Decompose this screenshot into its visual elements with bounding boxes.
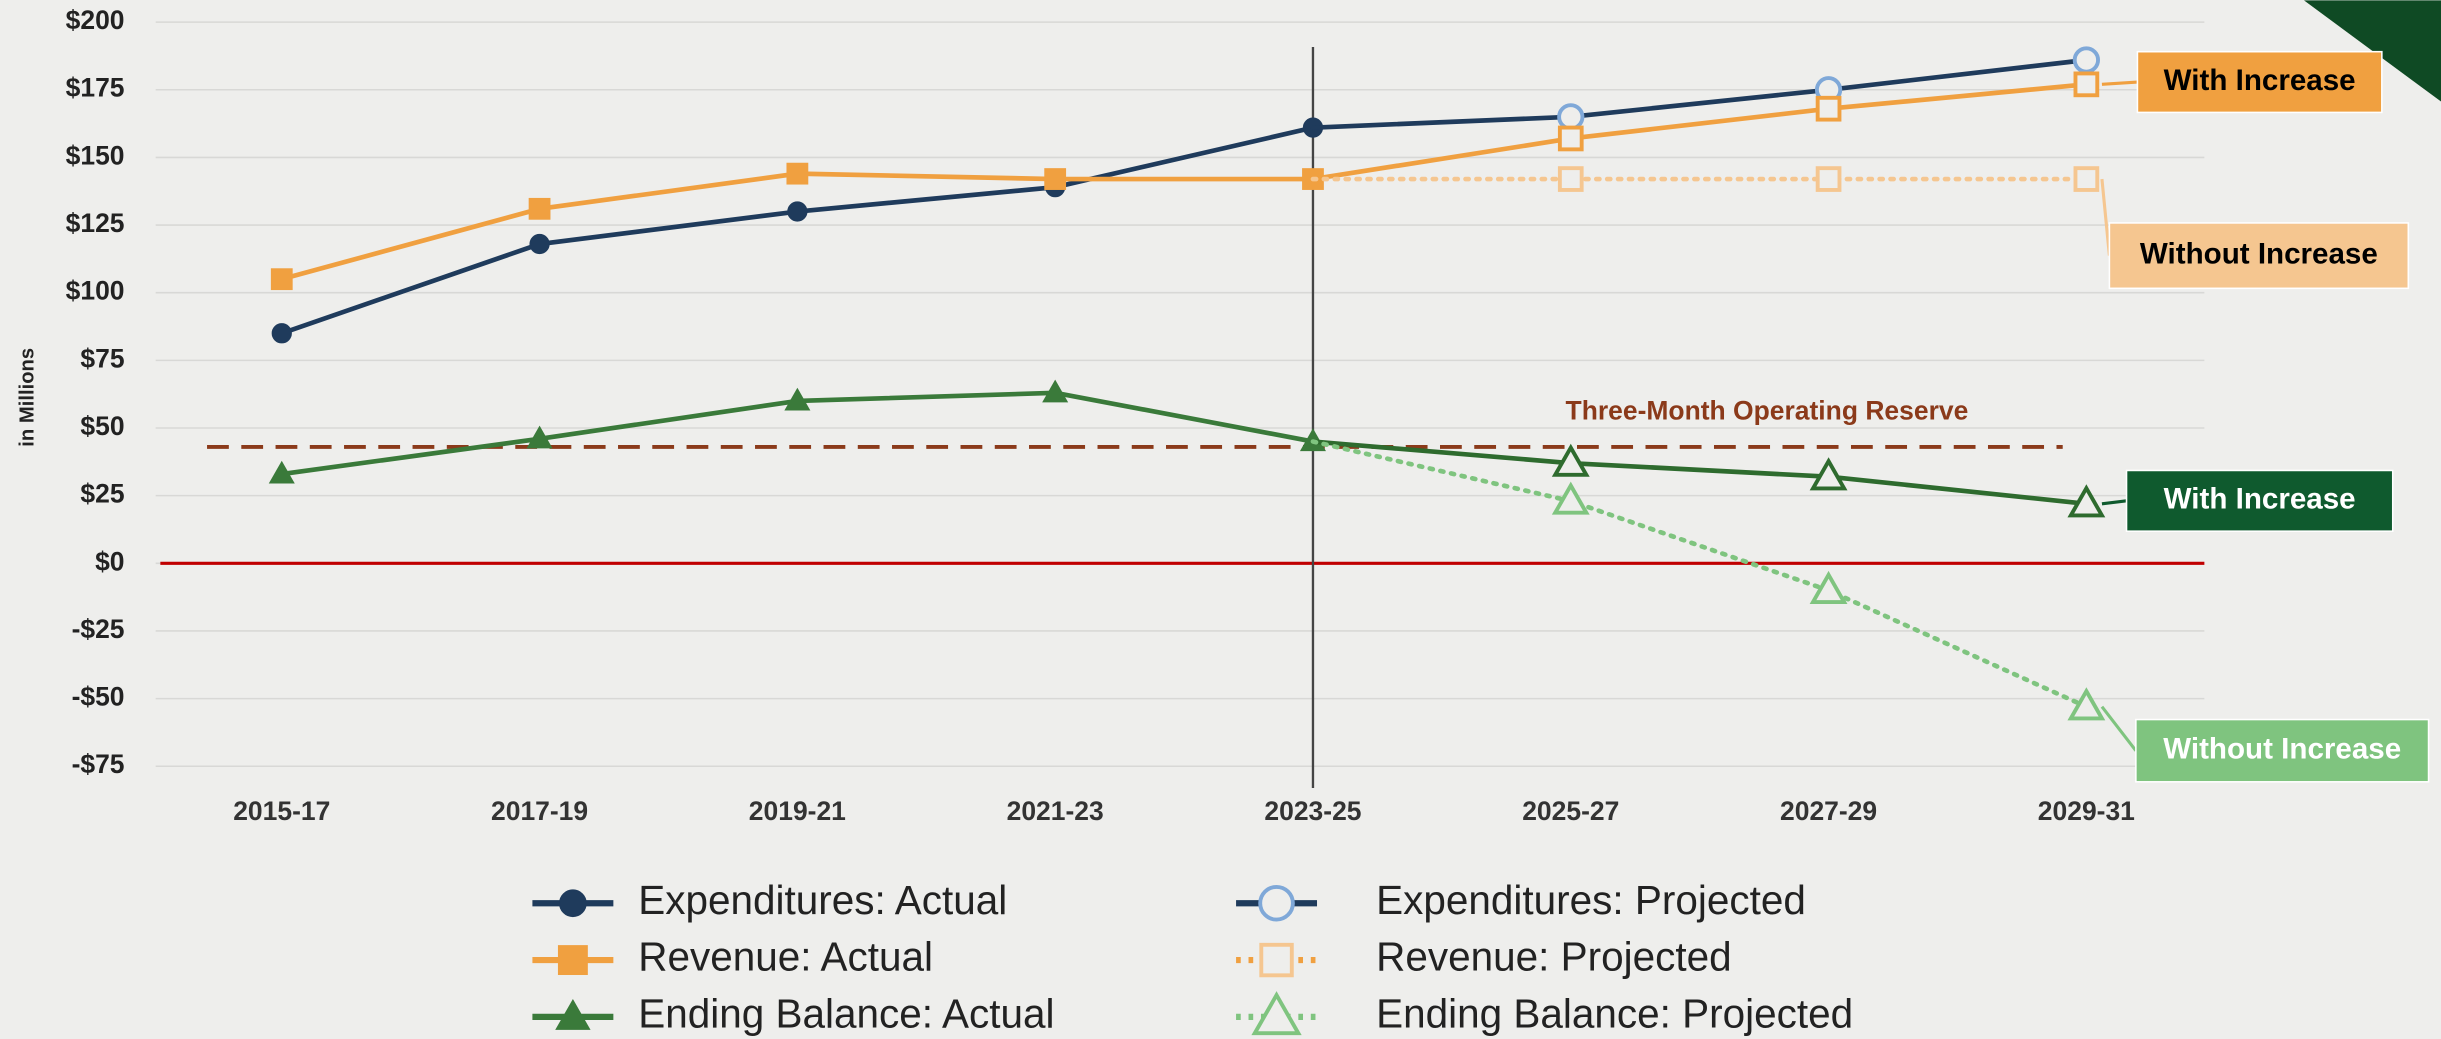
marker xyxy=(1815,95,1842,122)
annotation-box xyxy=(2136,50,2383,114)
marker xyxy=(1551,443,1590,477)
marker xyxy=(2072,46,2100,74)
marker xyxy=(2067,687,2106,721)
leader-line xyxy=(2101,499,2127,506)
y-tick-label: $100 xyxy=(66,276,125,306)
marker xyxy=(271,323,292,344)
marker xyxy=(1258,884,1295,922)
y-tick-label: $0 xyxy=(95,546,124,576)
y-tick-label: $75 xyxy=(80,343,124,373)
annotation: With Increase xyxy=(2164,483,2356,516)
marker xyxy=(1042,379,1069,403)
series-line xyxy=(1310,82,2089,182)
marker xyxy=(1044,168,1067,190)
y-tick-label: $150 xyxy=(66,140,125,170)
x-tick-label: 2019-21 xyxy=(749,796,846,826)
marker xyxy=(1557,166,1584,192)
legend-label: Revenue: Projected xyxy=(1376,934,1731,980)
x-tick-label: 2029-31 xyxy=(2038,796,2135,826)
annotation: With Increase xyxy=(2164,64,2356,97)
leader-line xyxy=(2100,705,2138,752)
x-tick-label: 2027-29 xyxy=(1780,796,1877,826)
marker xyxy=(268,460,295,484)
annotation-box xyxy=(2135,718,2430,783)
series-line xyxy=(1310,439,2089,710)
annotation-box xyxy=(2108,222,2410,290)
x-tick-label: 2017-19 xyxy=(491,796,588,826)
legend-label: Revenue: Actual xyxy=(638,934,933,980)
marker xyxy=(786,162,809,185)
marker xyxy=(270,268,293,291)
marker xyxy=(528,197,551,220)
x-tick-label: 2023-25 xyxy=(1264,796,1361,826)
leader-line xyxy=(2100,178,2111,256)
marker xyxy=(784,387,811,411)
y-tick-label: $125 xyxy=(66,208,125,238)
y-tick-label: -$75 xyxy=(72,749,125,779)
legend-label: Expenditures: Projected xyxy=(1376,877,1806,923)
series-line xyxy=(1310,57,2089,130)
y-tick-label: -$50 xyxy=(72,682,125,712)
legend-label: Expenditures: Actual xyxy=(638,877,1007,923)
annotation: Without Increase xyxy=(2163,732,2401,765)
y-tick-label: $175 xyxy=(66,73,125,103)
marker xyxy=(557,945,588,976)
marker xyxy=(787,201,808,222)
marker xyxy=(2073,166,2100,192)
marker xyxy=(2067,484,2106,518)
marker xyxy=(1251,991,1302,1036)
y-tick-label: $50 xyxy=(80,411,124,441)
marker xyxy=(1259,942,1294,978)
marker xyxy=(555,998,591,1030)
marker xyxy=(1557,125,1584,152)
legend-label: Ending Balance: Actual xyxy=(638,991,1054,1037)
x-tick-label: 2025-27 xyxy=(1522,796,1619,826)
reserve-label: Three-Month Operating Reserve xyxy=(1566,396,1969,426)
annotation-box xyxy=(2125,469,2394,532)
marker xyxy=(2073,71,2100,98)
marker xyxy=(526,425,553,449)
x-tick-label: 2015-17 xyxy=(233,796,330,826)
y-tick-label: $25 xyxy=(80,479,124,509)
marker xyxy=(529,233,550,255)
legend-label: Ending Balance: Projected xyxy=(1376,991,1853,1037)
y-axis-label: in Millions xyxy=(16,348,38,447)
annotation: Without Increase xyxy=(2140,237,2378,270)
marker xyxy=(1809,457,1848,491)
marker xyxy=(1557,103,1585,131)
series-line xyxy=(1310,439,2089,507)
marker xyxy=(1551,481,1590,515)
y-tick-label: $200 xyxy=(66,5,125,35)
leader-line xyxy=(2101,80,2138,86)
marker xyxy=(1809,570,1848,604)
y-tick-label: -$25 xyxy=(72,614,125,644)
x-tick-label: 2021-23 xyxy=(1007,796,1104,826)
marker xyxy=(1815,166,1842,192)
marker xyxy=(559,889,587,918)
